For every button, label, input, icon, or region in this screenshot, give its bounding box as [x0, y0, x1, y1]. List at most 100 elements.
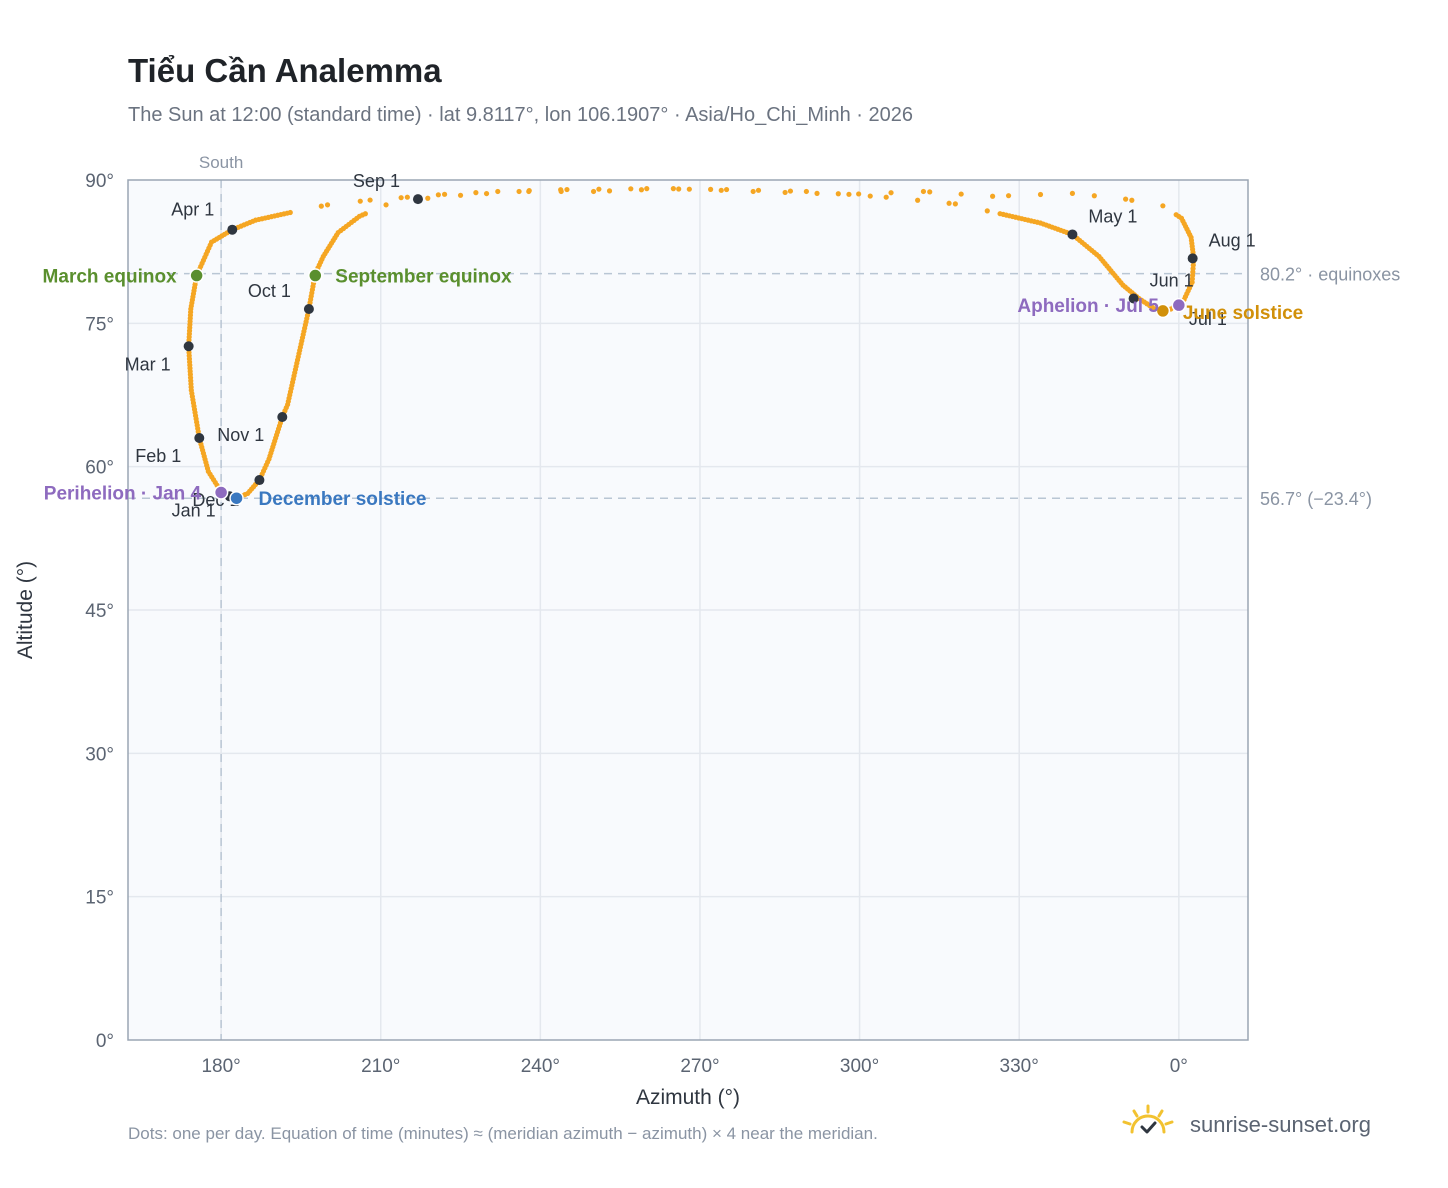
month-marker: [412, 194, 423, 205]
daily-dot: [990, 193, 996, 199]
x-tick-label: 330°: [1000, 1056, 1039, 1077]
daily-dot: [483, 190, 490, 197]
month-marker: [1128, 293, 1139, 304]
month-label: Nov 1: [217, 425, 264, 445]
perihelion-marker: [213, 485, 229, 500]
month-label: Sep 1: [353, 171, 400, 191]
x-tick-label: 210°: [361, 1056, 400, 1077]
daily-dot: [883, 194, 889, 200]
month-label: Mar 1: [125, 354, 171, 374]
daily-dot: [958, 191, 964, 197]
perihelion-marker: [1171, 297, 1187, 313]
daily-dot: [927, 189, 933, 195]
daily-dot: [1160, 203, 1166, 209]
daily-dot: [946, 200, 952, 206]
solstice_dec-label: December solstice: [259, 489, 427, 510]
daily-dot: [357, 198, 363, 204]
daily-dot: [676, 186, 682, 192]
equinox-label: September equinox: [335, 267, 512, 288]
brand-logo[interactable]: sunrise-sunset.org: [1118, 1100, 1388, 1150]
daily-dot: [856, 191, 862, 197]
perihelion-label: Perihelion · Jan 4: [44, 483, 202, 504]
daily-dot: [596, 186, 602, 192]
daily-dot: [952, 201, 958, 207]
daily-dot: [638, 187, 645, 193]
daily-dot: [1123, 196, 1129, 202]
daily-dot: [984, 208, 990, 214]
equinox-marker: [308, 268, 323, 283]
daily-dot: [457, 192, 464, 198]
month-marker: [254, 475, 265, 486]
daily-dot: [287, 209, 293, 216]
sun-logo-icon: [1122, 1104, 1174, 1134]
daily-dot: [670, 186, 676, 192]
x-tick-label: 180°: [201, 1056, 240, 1077]
daily-dot: [644, 186, 650, 192]
month-marker: [227, 224, 238, 235]
daily-dot: [718, 187, 724, 193]
month-label: Feb 1: [135, 446, 181, 466]
y-tick-label: 45°: [85, 601, 114, 622]
daily-dot: [803, 188, 809, 195]
brand-name[interactable]: sunrise-sunset.org: [1190, 1112, 1371, 1137]
month-label: Jan 1: [172, 500, 216, 520]
equinox-label: March equinox: [43, 267, 178, 288]
daily-dot: [920, 188, 927, 195]
y-tick-label: 0°: [96, 1031, 114, 1052]
chart-title: Tiểu Cần Analemma: [128, 52, 442, 89]
reference-line-label: 80.2° · equinoxes: [1260, 265, 1400, 285]
daily-dot: [628, 186, 634, 192]
daily-dot: [888, 190, 894, 196]
month-label: May 1: [1088, 206, 1137, 226]
daily-dot: [318, 203, 324, 209]
daily-dot: [367, 197, 373, 203]
daily-dot: [1037, 191, 1044, 198]
daily-dot: [564, 186, 570, 193]
daily-dot: [835, 191, 841, 197]
y-axis-title: Altitude (°): [14, 561, 37, 659]
y-tick-label: 75°: [85, 314, 114, 335]
daily-dot: [915, 197, 921, 203]
daily-dot: [495, 188, 501, 195]
chart-subtitle: The Sun at 12:00 (standard time) · lat 9…: [128, 104, 913, 126]
daily-dot: [435, 192, 441, 198]
daily-dot: [723, 186, 730, 193]
x-tick-label: 270°: [680, 1056, 719, 1077]
month-marker: [1067, 229, 1078, 240]
y-tick-label: 60°: [85, 458, 114, 479]
daily-dot: [383, 202, 389, 208]
daily-dot: [425, 195, 431, 201]
month-marker: [194, 433, 205, 443]
y-tick-label: 90°: [85, 171, 114, 192]
month-marker: [303, 304, 314, 314]
daily-dot: [846, 191, 852, 197]
y-tick-label: 15°: [85, 888, 114, 909]
reference-line-label: 56.7° (−23.4°): [1260, 489, 1372, 509]
footnote: Dots: one per day. Equation of time (min…: [128, 1124, 878, 1143]
daily-dot: [755, 187, 762, 193]
solstice_jun-marker: [1155, 303, 1171, 319]
daily-dot: [473, 190, 479, 196]
x-tick-label: 0°: [1170, 1056, 1188, 1077]
y-tick-label: 30°: [85, 744, 114, 765]
daily-dot: [590, 188, 597, 195]
month-label: Aug 1: [1209, 230, 1256, 250]
daily-dot: [1005, 193, 1012, 199]
daily-dot: [787, 188, 794, 194]
daily-dot: [1091, 193, 1097, 199]
daily-dot: [782, 189, 788, 196]
daily-dot: [558, 188, 564, 195]
daily-dot: [686, 186, 692, 192]
solstice_jun-label: June solstice: [1183, 303, 1303, 324]
month-marker: [277, 411, 288, 422]
daily-dot: [867, 193, 873, 199]
daily-dot: [1129, 197, 1135, 203]
meridian-label: South: [199, 153, 243, 172]
x-tick-label: 300°: [840, 1056, 879, 1077]
perihelion-label: Aphelion · Jul 5: [1017, 296, 1159, 317]
month-label: Apr 1: [171, 200, 214, 220]
daily-dot: [814, 190, 820, 196]
daily-dot: [1069, 190, 1076, 196]
daily-dot: [441, 191, 448, 197]
